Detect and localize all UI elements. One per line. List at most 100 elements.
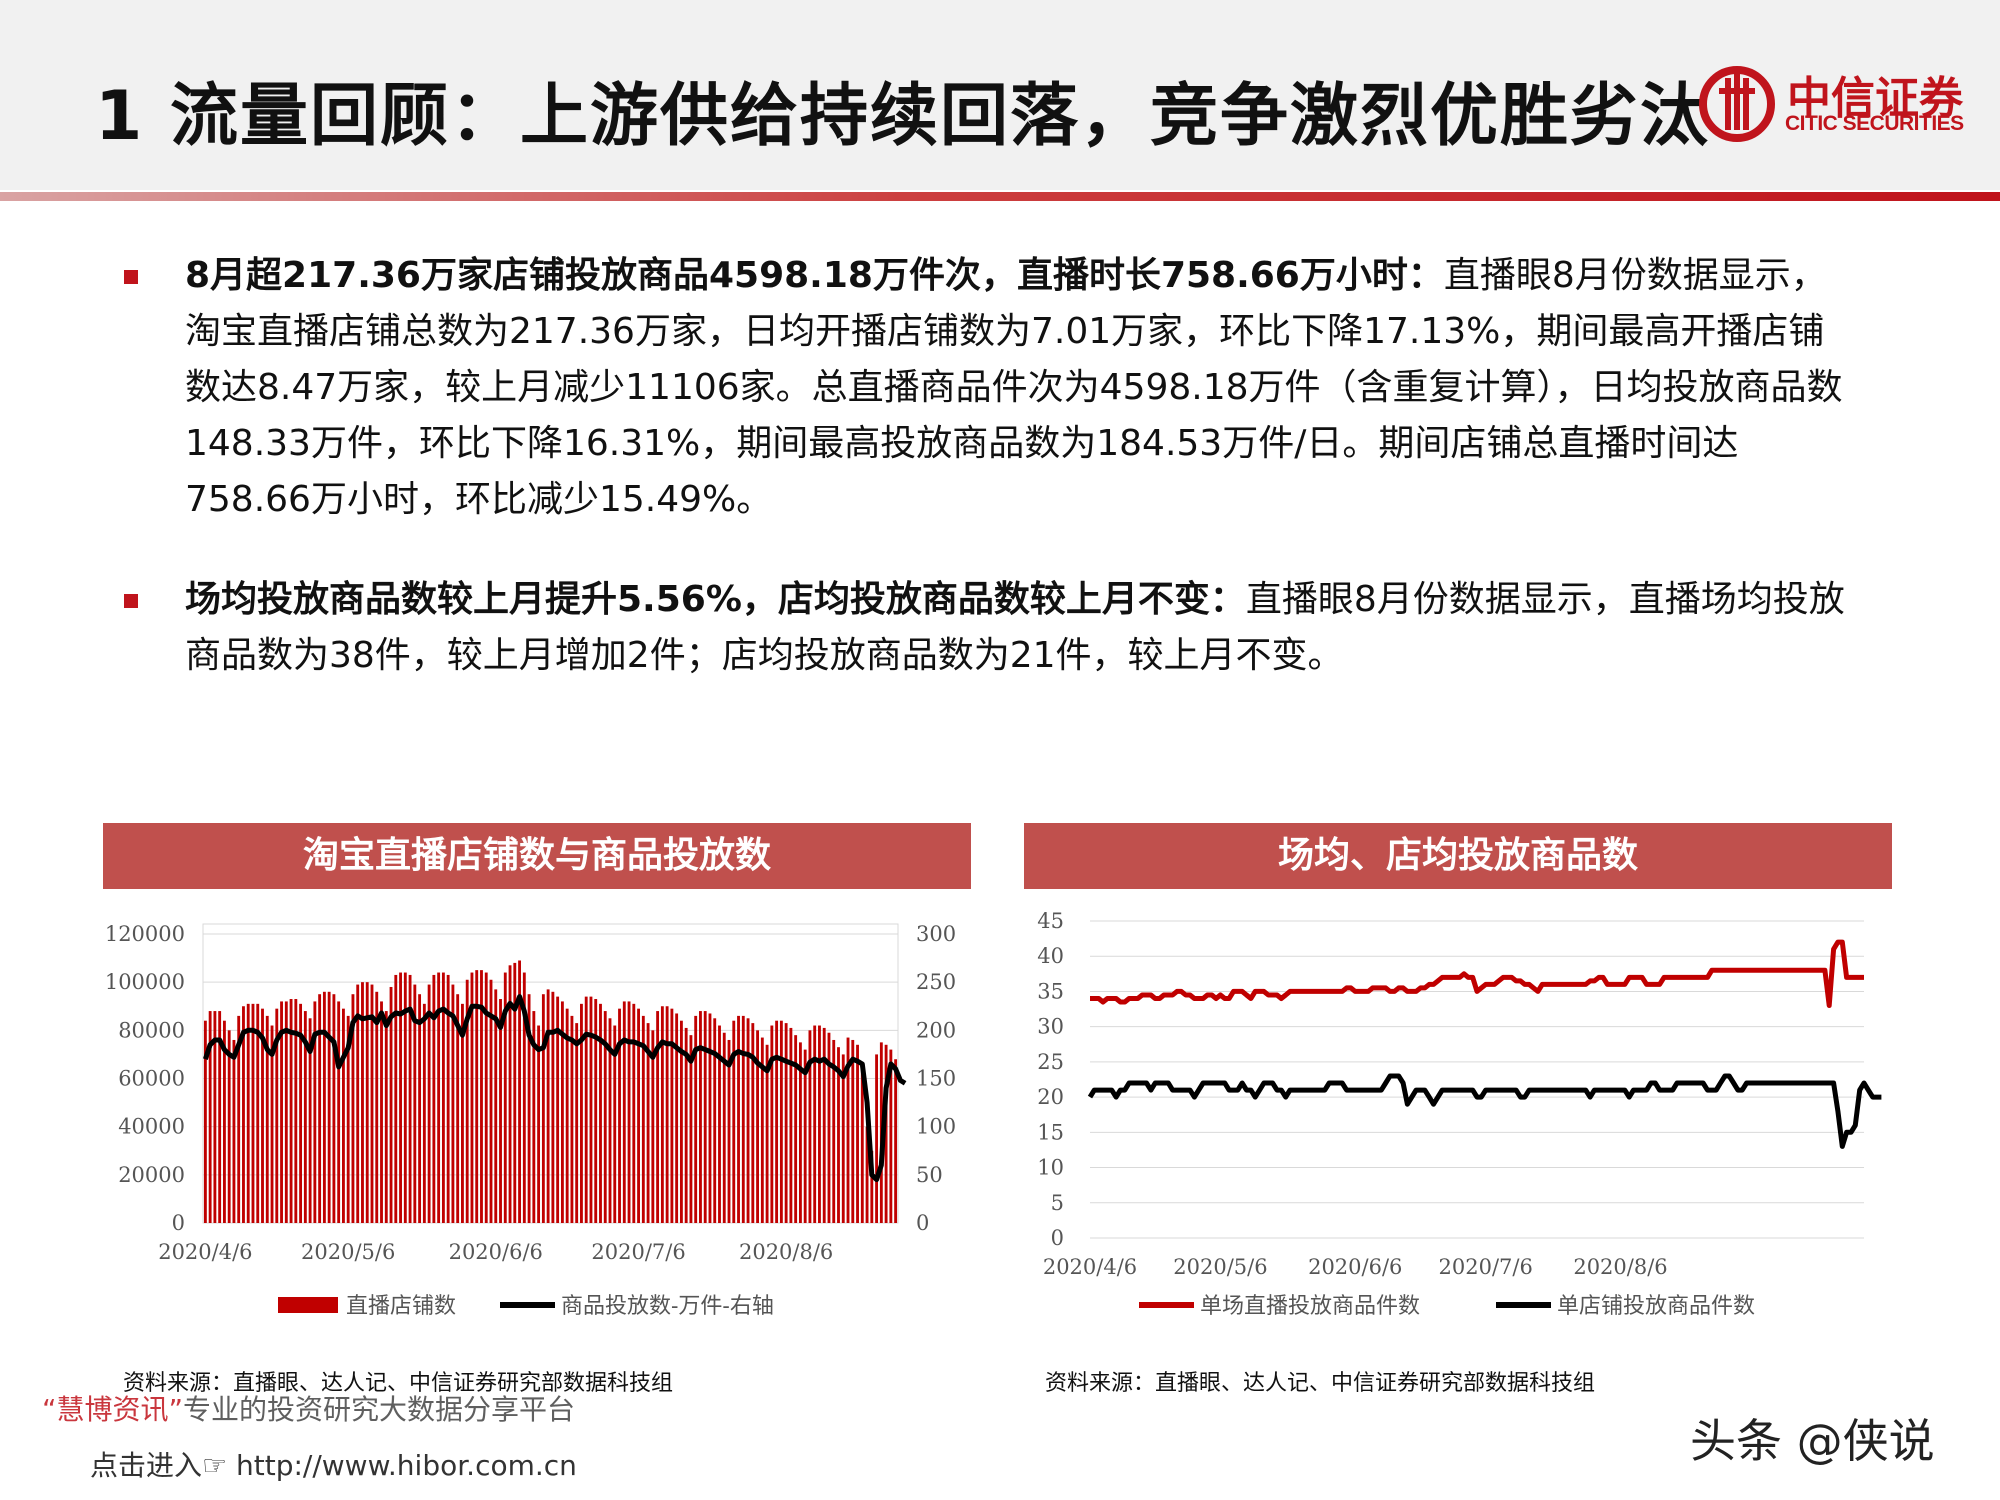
bar-stores <box>775 1020 779 1223</box>
x-tick-label: 2020/8/6 <box>739 1240 833 1264</box>
bar-stores <box>670 1008 674 1223</box>
x-tick-label: 2020/4/6 <box>1043 1255 1137 1279</box>
bullet-square-icon <box>124 270 138 284</box>
bar-stores <box>594 999 598 1223</box>
bar-stores <box>832 1039 836 1223</box>
bar-stores <box>584 996 588 1223</box>
bar-stores <box>741 1015 745 1223</box>
watermark-brand: “慧博资讯”专业的投资研究大数据分享平台 <box>42 1388 575 1428</box>
bar-stores <box>608 1018 612 1223</box>
bar-stores <box>280 1001 283 1223</box>
bar-stores <box>389 986 393 1223</box>
y-tick-label: 35 <box>1037 979 1064 1003</box>
bar-stores <box>570 1015 574 1223</box>
bar-stores <box>508 965 512 1223</box>
y-left-tick-label: 80000 <box>118 1018 185 1042</box>
bar-stores <box>394 974 398 1223</box>
bar-stores <box>689 1035 693 1223</box>
watermark-link[interactable]: 点击进入☞ http://www.hibor.com.cn <box>90 1449 577 1482</box>
bar-stores <box>346 1015 350 1223</box>
bar-stores <box>365 982 369 1223</box>
bar-stores <box>589 996 593 1223</box>
bar-stores <box>560 1001 564 1223</box>
bar-stores <box>461 1003 464 1223</box>
bar-stores <box>370 984 374 1223</box>
bar-stores <box>537 1025 541 1223</box>
bar-stores <box>870 1150 874 1223</box>
citic-logo: 中信证券 CITIC SECURITIES <box>1695 60 1985 150</box>
bar-stores <box>332 994 336 1223</box>
bar-stores <box>632 1003 636 1223</box>
bar-stores <box>437 972 441 1223</box>
bar-stores <box>860 1066 864 1223</box>
bar-stores <box>846 1037 850 1223</box>
bar-stores <box>699 1011 702 1223</box>
header-bar: 1 流量回顾：上游供给持续回落，竞争激烈优胜劣汰 中信证券 CITIC SECU… <box>0 0 2000 190</box>
watermark-toutiao: 头条 @侠说 <box>1690 1414 1935 1468</box>
bar-stores <box>218 1011 222 1223</box>
chart-left-title: 淘宝直播店铺数与商品投放数 <box>103 823 971 889</box>
legend-bar-swatch <box>278 1297 338 1313</box>
bar-stores <box>732 1020 736 1223</box>
bar-stores <box>265 1015 269 1223</box>
y-tick-label: 20 <box>1037 1085 1064 1109</box>
bar-stores <box>413 984 417 1223</box>
bar-stores <box>803 1049 807 1223</box>
y-right-tick-label: 250 <box>916 970 956 994</box>
bar-stores <box>894 1059 898 1223</box>
bar-stores <box>703 1011 707 1223</box>
bar-stores <box>503 972 507 1223</box>
bar-stores <box>480 970 483 1223</box>
bar-stores <box>679 1020 683 1223</box>
y-tick-label: 5 <box>1051 1191 1064 1215</box>
bar-stores <box>403 972 407 1223</box>
bar-stores <box>694 1015 698 1223</box>
bar-stores <box>289 999 293 1223</box>
y-right-tick-label: 50 <box>916 1163 943 1187</box>
bar-stores <box>575 1023 579 1223</box>
y-tick-label: 30 <box>1037 1015 1064 1039</box>
bar-stores <box>651 1030 655 1223</box>
bar-stores <box>637 1008 640 1223</box>
chart-left-source: 资料来源：直播眼、达人记、中信证券研究部数据科技组 <box>123 1371 674 1396</box>
y-left-tick-label: 20000 <box>118 1163 185 1187</box>
x-tick-label: 2020/5/6 <box>1173 1255 1267 1279</box>
logo-chinese-name: 中信证券 <box>1787 73 1963 124</box>
bar-stores <box>499 999 502 1223</box>
bar-stores <box>275 1008 279 1223</box>
bullet-item: 8月超217.36万家店铺投放商品4598.18万件次，直播时长758.66万小… <box>120 248 1860 528</box>
bar-stores <box>384 1011 388 1223</box>
chart-left-svg: 0 20000 40000 60000 80000 100000 120000 0 50 100 1… <box>105 922 956 1319</box>
bullet-list: 8月超217.36万家店铺投放商品4598.18万件次，直播时长758.66万小… <box>120 248 1860 684</box>
bar-stores <box>737 1015 740 1223</box>
bar-stores <box>475 970 479 1223</box>
bar-stores <box>256 1003 260 1223</box>
bar-stores <box>746 1018 750 1223</box>
bar-stores <box>222 1020 226 1223</box>
bar-stores <box>646 1023 650 1223</box>
bar-stores <box>322 991 326 1223</box>
bar-stores <box>622 1001 626 1223</box>
bar-stores <box>356 984 360 1223</box>
bar-stores <box>380 1001 383 1223</box>
bar-stores <box>865 1126 869 1223</box>
bar-stores <box>599 1003 602 1223</box>
bar-stores <box>875 1054 879 1223</box>
y-tick-label: 0 <box>1051 1226 1064 1250</box>
bar-stores <box>627 1001 631 1223</box>
plot-area-border <box>202 923 899 1224</box>
bar-stores <box>232 1039 236 1223</box>
bar-stores <box>489 979 493 1223</box>
chart-panel-right: 场均、店均投放商品数 0 5 10 15 20 25 30 35 40 45 2020/4/6 202… <box>1024 823 1892 1383</box>
bar-stores <box>399 972 402 1223</box>
bar-stores <box>760 1037 764 1223</box>
y-left-tick-label: 120000 <box>105 922 185 946</box>
bar-stores <box>770 1025 774 1223</box>
header-divider <box>0 192 2000 201</box>
bar-stores <box>375 991 379 1223</box>
bar-stores <box>822 1027 826 1223</box>
bar-stores <box>441 972 445 1223</box>
bar-stores <box>522 972 526 1223</box>
bar-stores <box>427 984 431 1223</box>
bar-stores <box>313 1001 317 1223</box>
